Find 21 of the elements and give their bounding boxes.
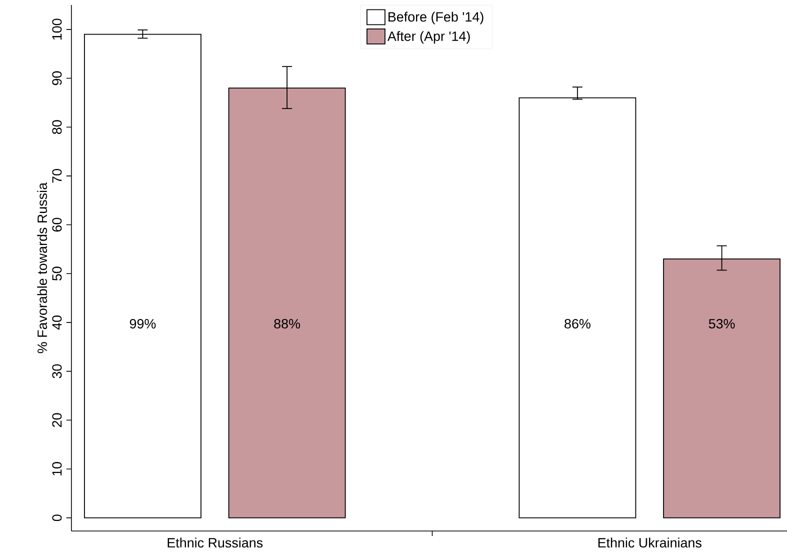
legend-label: After (Apr '14) bbox=[387, 31, 470, 44]
x-tick-label: Ethnic Ukrainians bbox=[598, 538, 702, 548]
bar bbox=[84, 34, 202, 518]
y-tick-label: 80 bbox=[52, 120, 62, 134]
y-tick-label: 0 bbox=[52, 514, 62, 522]
y-tick-label: 90 bbox=[52, 71, 62, 86]
data-label: 88% bbox=[274, 318, 300, 329]
y-tick-label: 60 bbox=[52, 218, 62, 232]
y-tick-label: 70 bbox=[52, 168, 62, 183]
data-label: 86% bbox=[564, 318, 590, 329]
y-axis-title: % Favorable towards Russia bbox=[37, 182, 48, 354]
y-tick-label: 100 bbox=[52, 18, 62, 40]
legend-label: Before (Feb '14) bbox=[388, 12, 484, 24]
data-label: 53% bbox=[708, 318, 735, 329]
y-tick-label: 30 bbox=[52, 364, 62, 378]
x-tick-label: Ethnic Russians bbox=[168, 538, 263, 548]
y-tick-label: 50 bbox=[52, 266, 62, 281]
data-label: 99% bbox=[130, 318, 156, 329]
y-tick-label: 10 bbox=[52, 462, 62, 476]
y-tick-label: 40 bbox=[52, 316, 62, 330]
y-tick-label: 20 bbox=[52, 413, 62, 427]
